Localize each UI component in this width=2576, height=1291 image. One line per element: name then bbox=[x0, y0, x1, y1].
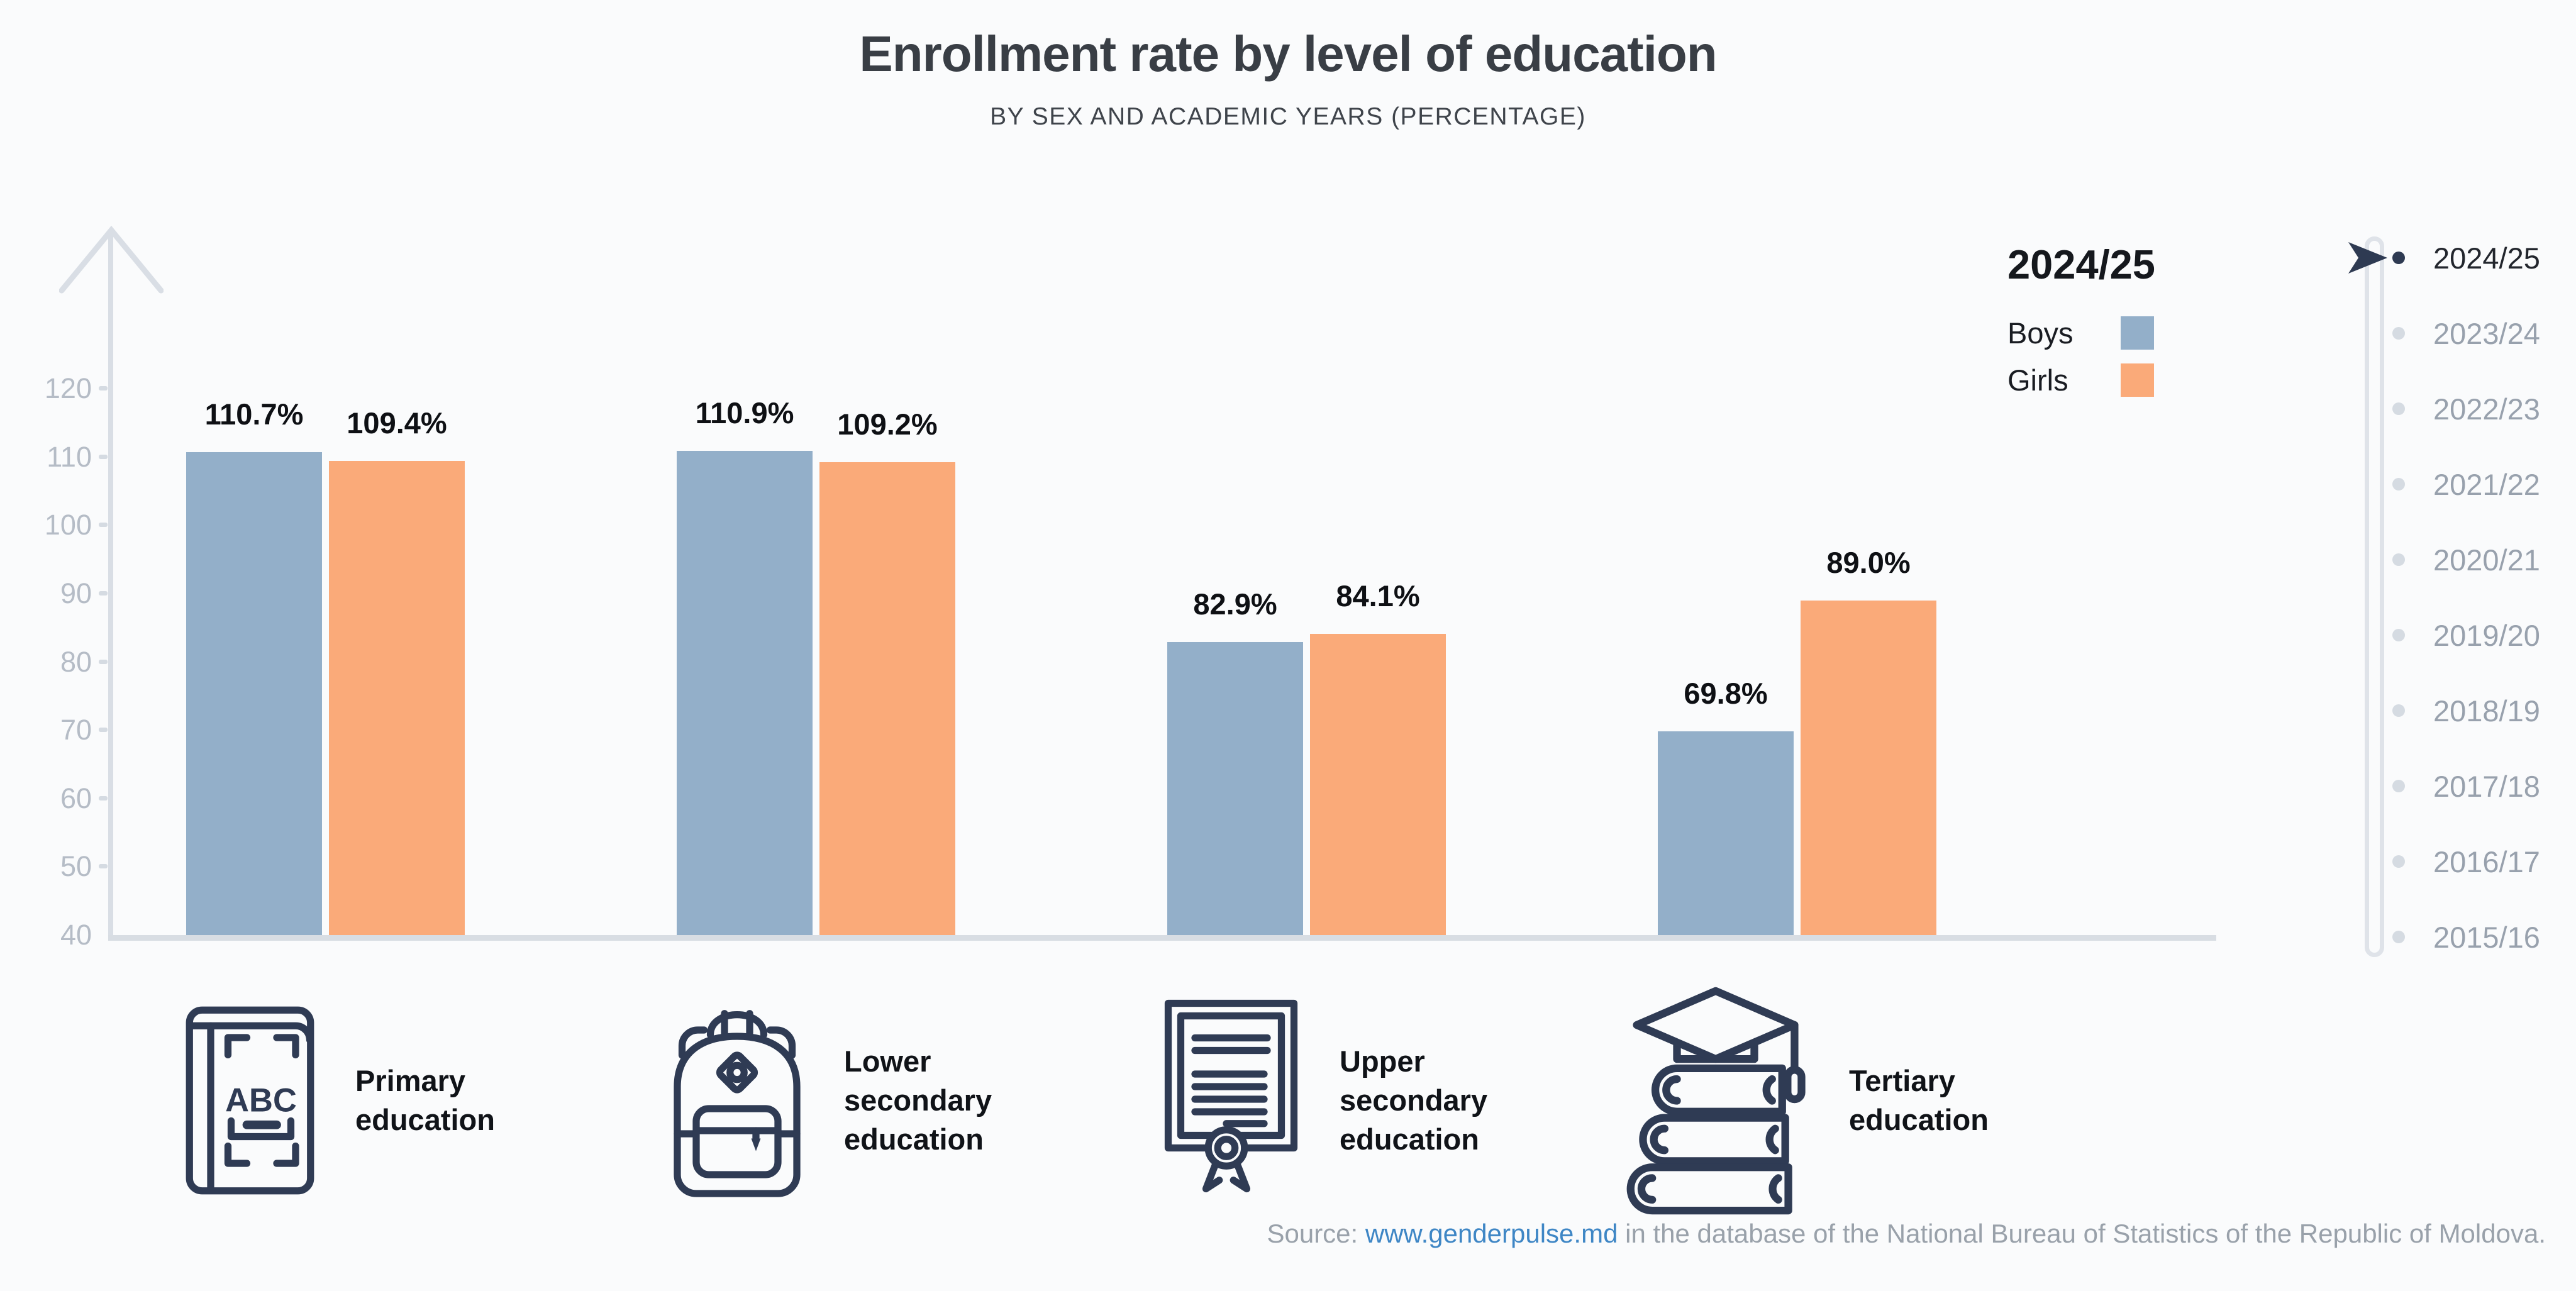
timeline-cursor-arrow-icon[interactable] bbox=[2348, 240, 2387, 279]
timeline-year-label: 2016/17 bbox=[2433, 845, 2540, 878]
y-axis-tick-label: 60 bbox=[60, 782, 92, 814]
timeline-year-2018-19[interactable]: 2018/19 bbox=[2392, 692, 2540, 729]
bar-value-label: 84.1% bbox=[1336, 579, 1420, 613]
category-label: Tertiary education bbox=[1849, 1063, 1989, 1136]
y-axis-tick-label: 80 bbox=[60, 645, 92, 678]
bar-girls-upper-secondary-education[interactable] bbox=[1310, 634, 1446, 935]
svg-text:ABC: ABC bbox=[225, 1082, 297, 1119]
timeline-dot bbox=[2392, 327, 2405, 340]
timeline-year-2024-25[interactable]: 2024/25 bbox=[2392, 239, 2540, 277]
timeline-year-2019-20[interactable]: 2019/20 bbox=[2392, 616, 2540, 654]
y-axis-up-arrow-icon bbox=[58, 225, 164, 299]
category-upper-secondary: Upper secondary education bbox=[1160, 981, 1522, 1220]
legend-row-girls: Girls bbox=[2007, 363, 2155, 397]
legend-row-boys: Boys bbox=[2007, 316, 2155, 350]
timeline-year-label: 2021/22 bbox=[2433, 467, 2540, 501]
timeline-year-label: 2020/21 bbox=[2433, 543, 2540, 577]
graduation-books-icon bbox=[1626, 987, 1806, 1214]
y-axis-tick-mark bbox=[99, 795, 108, 801]
category-label: Upper secondary education bbox=[1340, 1044, 1488, 1156]
category-label: Lower secondary education bbox=[844, 1044, 992, 1156]
diploma-icon bbox=[1164, 999, 1298, 1192]
y-axis-tick-label: 40 bbox=[60, 919, 92, 951]
y-axis-tick-mark bbox=[99, 386, 108, 391]
timeline-year-label: 2018/19 bbox=[2433, 694, 2540, 728]
y-axis-tick-mark bbox=[99, 591, 108, 596]
bar-value-label: 110.9% bbox=[695, 396, 794, 430]
timeline-year-label: 2022/23 bbox=[2433, 392, 2540, 426]
legend-label-girls: Girls bbox=[2007, 363, 2068, 397]
timeline-dot bbox=[2392, 478, 2405, 490]
bar-value-label: 109.4% bbox=[347, 406, 447, 440]
y-axis-tick-mark bbox=[99, 728, 108, 733]
timeline-year-label: 2019/20 bbox=[2433, 618, 2540, 652]
selected-year-label: 2024/25 bbox=[2007, 241, 2155, 287]
timeline-year-2022-23[interactable]: 2022/23 bbox=[2392, 390, 2540, 428]
backpack-icon bbox=[674, 1009, 801, 1197]
y-axis-tick-label: 70 bbox=[60, 714, 92, 746]
timeline-dot bbox=[2392, 553, 2405, 566]
category-primary-education: ABC Primary education bbox=[182, 981, 538, 1220]
abc-book-icon: ABC bbox=[186, 1006, 314, 1195]
timeline-dot bbox=[2392, 931, 2405, 943]
bar-boys-tertiary-education[interactable] bbox=[1658, 731, 1794, 935]
source-prefix: Source: bbox=[1267, 1219, 1365, 1248]
page-subtitle: BY SEX AND ACADEMIC YEARS (PERCENTAGE) bbox=[990, 103, 1586, 130]
bar-girls-lower-secondary-education[interactable] bbox=[819, 462, 955, 935]
timeline-dot bbox=[2392, 629, 2405, 641]
timeline-year-label: 2023/24 bbox=[2433, 316, 2540, 350]
y-axis-tick-label: 100 bbox=[44, 509, 92, 541]
timeline-year-2020-21[interactable]: 2020/21 bbox=[2392, 541, 2540, 579]
bar-girls-tertiary-education[interactable] bbox=[1801, 600, 1936, 935]
timeline-year-2017-18[interactable]: 2017/18 bbox=[2392, 767, 2540, 805]
legend-label-boys: Boys bbox=[2007, 316, 2074, 350]
timeline-year-2021-22[interactable]: 2021/22 bbox=[2392, 465, 2540, 503]
chart-legend: 2024/25 Boys Girls bbox=[2007, 244, 2155, 411]
bar-value-label: 109.2% bbox=[837, 407, 938, 441]
page-title: Enrollment rate by level of education bbox=[859, 26, 1717, 82]
y-axis-tick-mark bbox=[99, 523, 108, 528]
legend-swatch-boys bbox=[2121, 316, 2154, 350]
timeline-year-2016-17[interactable]: 2016/17 bbox=[2392, 843, 2540, 880]
bar-boys-primary-education[interactable] bbox=[186, 452, 322, 935]
source-link[interactable]: www.genderpulse.md bbox=[1365, 1219, 1618, 1248]
y-axis-tick-label: 90 bbox=[60, 577, 92, 609]
timeline-year-label: 2024/25 bbox=[2433, 241, 2540, 275]
bar-value-label: 89.0% bbox=[1826, 545, 1911, 579]
bar-value-label: 69.8% bbox=[1684, 677, 1768, 711]
y-axis-tick-mark bbox=[99, 864, 108, 869]
bar-value-label: 110.7% bbox=[204, 397, 304, 431]
y-axis-line bbox=[108, 233, 113, 935]
timeline-dot bbox=[2392, 855, 2405, 868]
legend-swatch-girls bbox=[2121, 363, 2154, 397]
y-axis-tick-mark bbox=[99, 454, 108, 459]
bar-value-label: 82.9% bbox=[1193, 587, 1277, 621]
category-tertiary: Tertiary education bbox=[1621, 981, 2031, 1220]
source-suffix: in the database of the National Bureau o… bbox=[1618, 1219, 2546, 1248]
timeline-track bbox=[2365, 236, 2384, 957]
x-axis-line bbox=[108, 935, 2216, 941]
y-axis-tick-label: 120 bbox=[44, 372, 92, 405]
y-axis-tick-label: 110 bbox=[47, 440, 92, 473]
source-note: Source: www.genderpulse.md in the databa… bbox=[1267, 1219, 2546, 1249]
y-axis-tick-mark bbox=[99, 659, 108, 664]
category-lower-secondary: Lower secondary education bbox=[662, 981, 1026, 1220]
y-axis-tick-label: 50 bbox=[60, 850, 92, 883]
bar-boys-lower-secondary-education[interactable] bbox=[677, 451, 813, 935]
timeline-year-2015-16[interactable]: 2015/16 bbox=[2392, 918, 2540, 956]
timeline-dot bbox=[2392, 402, 2405, 415]
timeline-dot bbox=[2392, 704, 2405, 717]
timeline-year-label: 2017/18 bbox=[2433, 769, 2540, 803]
category-label: Primary education bbox=[355, 1063, 495, 1136]
timeline-dot bbox=[2392, 780, 2405, 792]
bar-boys-upper-secondary-education[interactable] bbox=[1167, 642, 1303, 935]
timeline-year-label: 2015/16 bbox=[2433, 920, 2540, 954]
timeline-year-2023-24[interactable]: 2023/24 bbox=[2392, 314, 2540, 352]
bar-girls-primary-education[interactable] bbox=[329, 461, 465, 935]
timeline-dot bbox=[2392, 252, 2405, 264]
